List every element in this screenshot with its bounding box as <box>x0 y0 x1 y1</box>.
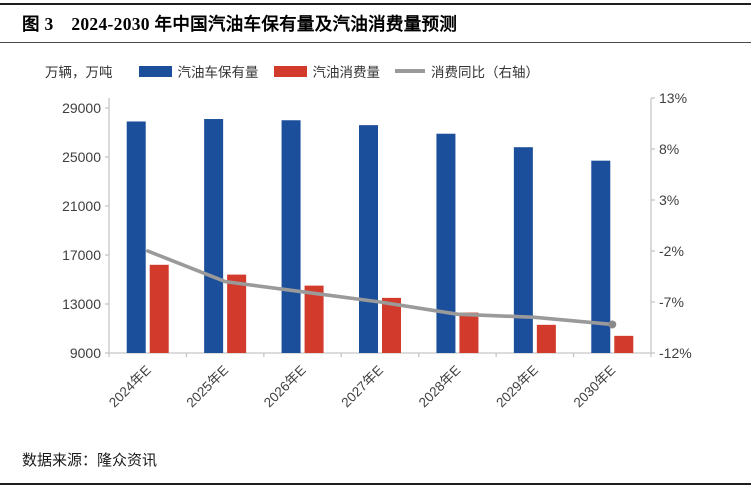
x-axis-category-label: 2025年E <box>184 363 232 411</box>
gasoline-consumption-bar-2027年E <box>382 297 401 353</box>
vehicle-stock-bar-2025年E <box>204 119 224 354</box>
legend-swatch-red-bar <box>273 65 307 77</box>
left-axis-tick-label: 13000 <box>62 296 101 312</box>
vehicle-stock-bar-2028年E <box>436 133 456 353</box>
vehicle-stock-bar-2026年E <box>281 120 301 353</box>
data-source: 数据来源：隆众资讯 <box>22 453 158 469</box>
x-axis-category-label: 2026年E <box>261 363 309 411</box>
gasoline-consumption-bar-2025年E <box>227 274 247 353</box>
left-axis-tick-label: 21000 <box>62 198 101 214</box>
x-axis-category-label: 2027年E <box>338 363 386 411</box>
left-axis-tick-label: 25000 <box>62 149 101 165</box>
legend-swatch-gray-line <box>395 69 425 73</box>
gasoline-consumption-bar-2029年E <box>536 324 556 353</box>
left-axis-tick-label: 29000 <box>62 100 101 116</box>
legend-item-yoy-line: 消费同比（右轴） <box>395 61 539 81</box>
axis-unit-label: 万辆，万吨 <box>45 65 113 80</box>
vehicle-stock-bar-2029年E <box>513 147 533 353</box>
vehicle-stock-bar-2030年E <box>591 160 611 353</box>
title-divider-rule <box>0 42 751 43</box>
figure-title: 图 3 2024-2030 年中国汽油车保有量及汽油消费量预测 <box>22 14 458 34</box>
top-rule <box>0 3 751 5</box>
right-axis-tick-label: 13% <box>659 90 687 106</box>
legend-label: 消费同比（右轴） <box>431 65 539 80</box>
gasoline-consumption-bar-2026年E <box>304 285 324 353</box>
x-axis-category-label: 2028年E <box>416 363 464 411</box>
left-axis-tick-label: 9000 <box>70 345 101 361</box>
vehicle-stock-bar-2024年E <box>126 121 146 353</box>
right-axis-tick-label: -7% <box>659 294 684 310</box>
x-axis-category-label: 2024年E <box>106 363 154 411</box>
x-axis-category-label: 2029年E <box>493 363 541 411</box>
bottom-rule <box>0 483 751 485</box>
yoy-growth-line <box>145 249 615 327</box>
legend-label: 汽油消费量 <box>312 65 381 80</box>
legend-label: 汽油车保有量 <box>177 65 259 80</box>
chart-canvas: 29000 25000 21000 17000 13000 9000 13% 8% 3% -2% -… <box>62 90 692 411</box>
yoy-line-end-marker <box>608 320 617 329</box>
x-axis-category-label: 2030年E <box>571 363 619 411</box>
gasoline-consumption-bar-2024年E <box>149 264 169 353</box>
left-axis-tick-label: 17000 <box>62 247 101 263</box>
right-axis-tick-label: -2% <box>659 243 684 259</box>
right-axis-tick-label: -12% <box>659 345 692 361</box>
legend-item-vehicle-stock: 汽油车保有量 <box>138 61 259 81</box>
right-axis-tick-label: 3% <box>659 192 679 208</box>
right-axis-tick-label: 8% <box>659 141 679 157</box>
legend-item-gasoline-consumption: 汽油消费量 <box>273 61 381 81</box>
gasoline-consumption-bar-2030年E <box>614 335 634 353</box>
chart-legend: 万辆，万吨 汽油车保有量 汽油消费量 消费同比（右轴） <box>45 62 539 80</box>
legend-swatch-blue-bar <box>138 65 172 77</box>
legend-items: 汽油车保有量 汽油消费量 消费同比（右轴） <box>138 61 539 81</box>
gasoline-consumption-bar-2028年E <box>459 312 479 353</box>
vehicle-stock-bar-2027年E <box>359 125 378 354</box>
